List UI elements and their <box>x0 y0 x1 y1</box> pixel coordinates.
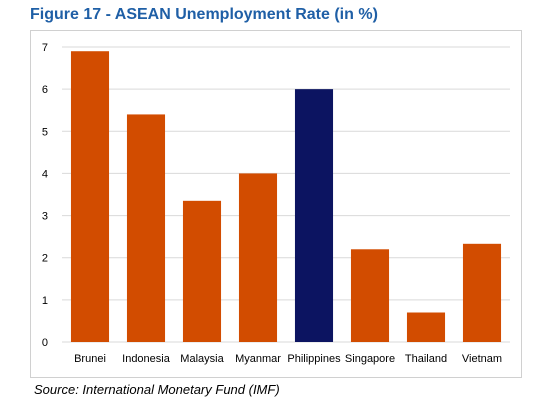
x-tick-label: Singapore <box>345 353 395 365</box>
bars <box>70 51 502 342</box>
x-tick-label: Philippines <box>287 353 341 365</box>
x-tick-label: Myanmar <box>235 353 281 365</box>
y-tick-label: 2 <box>42 253 48 265</box>
y-tick-label: 0 <box>42 337 48 349</box>
bar-brunei <box>70 51 110 342</box>
y-tick-label: 6 <box>42 84 48 96</box>
y-tick-label: 7 <box>42 42 48 54</box>
bar-philippines <box>294 89 334 342</box>
bar-singapore <box>350 249 390 342</box>
bar-indonesia <box>126 114 166 342</box>
x-tick-label: Thailand <box>405 353 447 365</box>
y-tick-label: 5 <box>42 126 48 138</box>
x-axis-labels: Brunei Indonesia Malaysia Myanmar Philippine… <box>74 353 502 365</box>
y-tick-label: 4 <box>42 168 48 180</box>
x-tick-label: Malaysia <box>180 353 224 365</box>
x-tick-label: Brunei <box>74 353 106 365</box>
bar-thailand <box>406 312 446 342</box>
y-axis-ticks: 0 1 2 3 4 5 6 7 <box>42 42 48 349</box>
x-tick-label: Indonesia <box>122 353 171 365</box>
chart-frame <box>30 30 522 378</box>
x-tick-label: Vietnam <box>462 353 502 365</box>
chart-title: Figure 17 - ASEAN Unemployment Rate (in … <box>30 6 378 23</box>
source-note: Source: International Monetary Fund (IMF… <box>34 382 280 397</box>
bar-chart: 0 1 2 3 4 5 6 7 Brunei Indonesia Malaysia Myanmar P… <box>42 42 510 365</box>
y-tick-label: 3 <box>42 211 48 223</box>
bar-malaysia <box>182 200 222 342</box>
bar-vietnam <box>462 243 502 342</box>
bar-myanmar <box>238 173 278 342</box>
y-tick-label: 1 <box>42 295 48 307</box>
